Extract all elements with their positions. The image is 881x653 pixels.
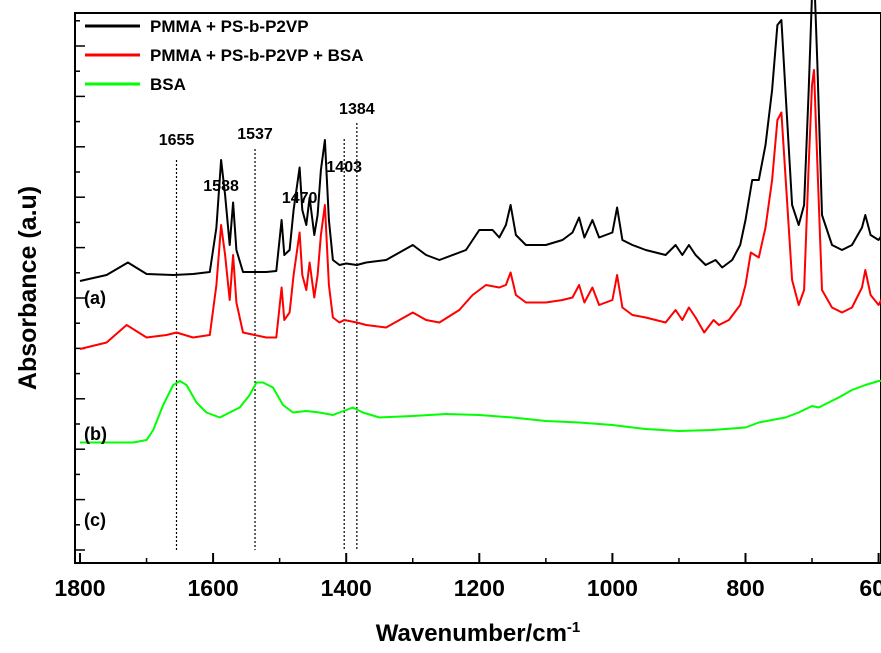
- x-tick-label: 800: [726, 575, 764, 601]
- x-tick-label: 1200: [454, 575, 505, 601]
- annotation-1655: 1655: [159, 132, 195, 149]
- series-line-1: [79, 69, 881, 350]
- trace-label-0: (a): [84, 288, 106, 308]
- annotations: 1655 1537 1403 1384 1588 1470: [159, 101, 375, 207]
- x-axis-label-text: Wavenumber/cm: [376, 620, 567, 647]
- annotation-1403: 1403: [326, 159, 362, 176]
- x-tick-label: 1400: [321, 575, 372, 601]
- x-tick-label: 1000: [587, 575, 638, 601]
- annotation-1384: 1384: [339, 101, 375, 118]
- annotation-1588: 1588: [203, 178, 239, 195]
- annotation-1470: 1470: [282, 190, 318, 207]
- x-axis-label: Wavenumber/cm-1: [376, 619, 581, 647]
- x-axis-label-superscript: -1: [567, 619, 580, 636]
- legend-label-2: BSA: [150, 75, 186, 94]
- x-tick-label: 1800: [54, 575, 105, 601]
- annotation-1537: 1537: [237, 126, 273, 143]
- y-axis-ticks: [75, 20, 85, 551]
- trace-label-2: (c): [84, 510, 106, 530]
- trace-labels: (a) (b) (c): [84, 288, 107, 530]
- x-tick-label: 1600: [188, 575, 239, 601]
- x-tick-label: 600: [859, 575, 881, 601]
- y-axis-label: Absorbance (a.u): [14, 186, 42, 390]
- series-line-0: [79, 0, 881, 282]
- trace-label-1: (b): [84, 424, 107, 444]
- plot-frame: [74, 12, 881, 564]
- legend-label-0: PMMA + PS-b-P2VP: [150, 17, 309, 36]
- series-lines: [79, 0, 881, 444]
- legend: PMMA + PS-b-P2VP PMMA + PS-b-P2VP + BSA BS…: [85, 17, 364, 94]
- series-line-2: [80, 379, 881, 444]
- reference-lines: [175, 123, 358, 550]
- x-axis-ticks: 1800 1600 1400 1200 1000 800 600: [54, 553, 881, 601]
- legend-label-1: PMMA + PS-b-P2VP + BSA: [150, 46, 364, 65]
